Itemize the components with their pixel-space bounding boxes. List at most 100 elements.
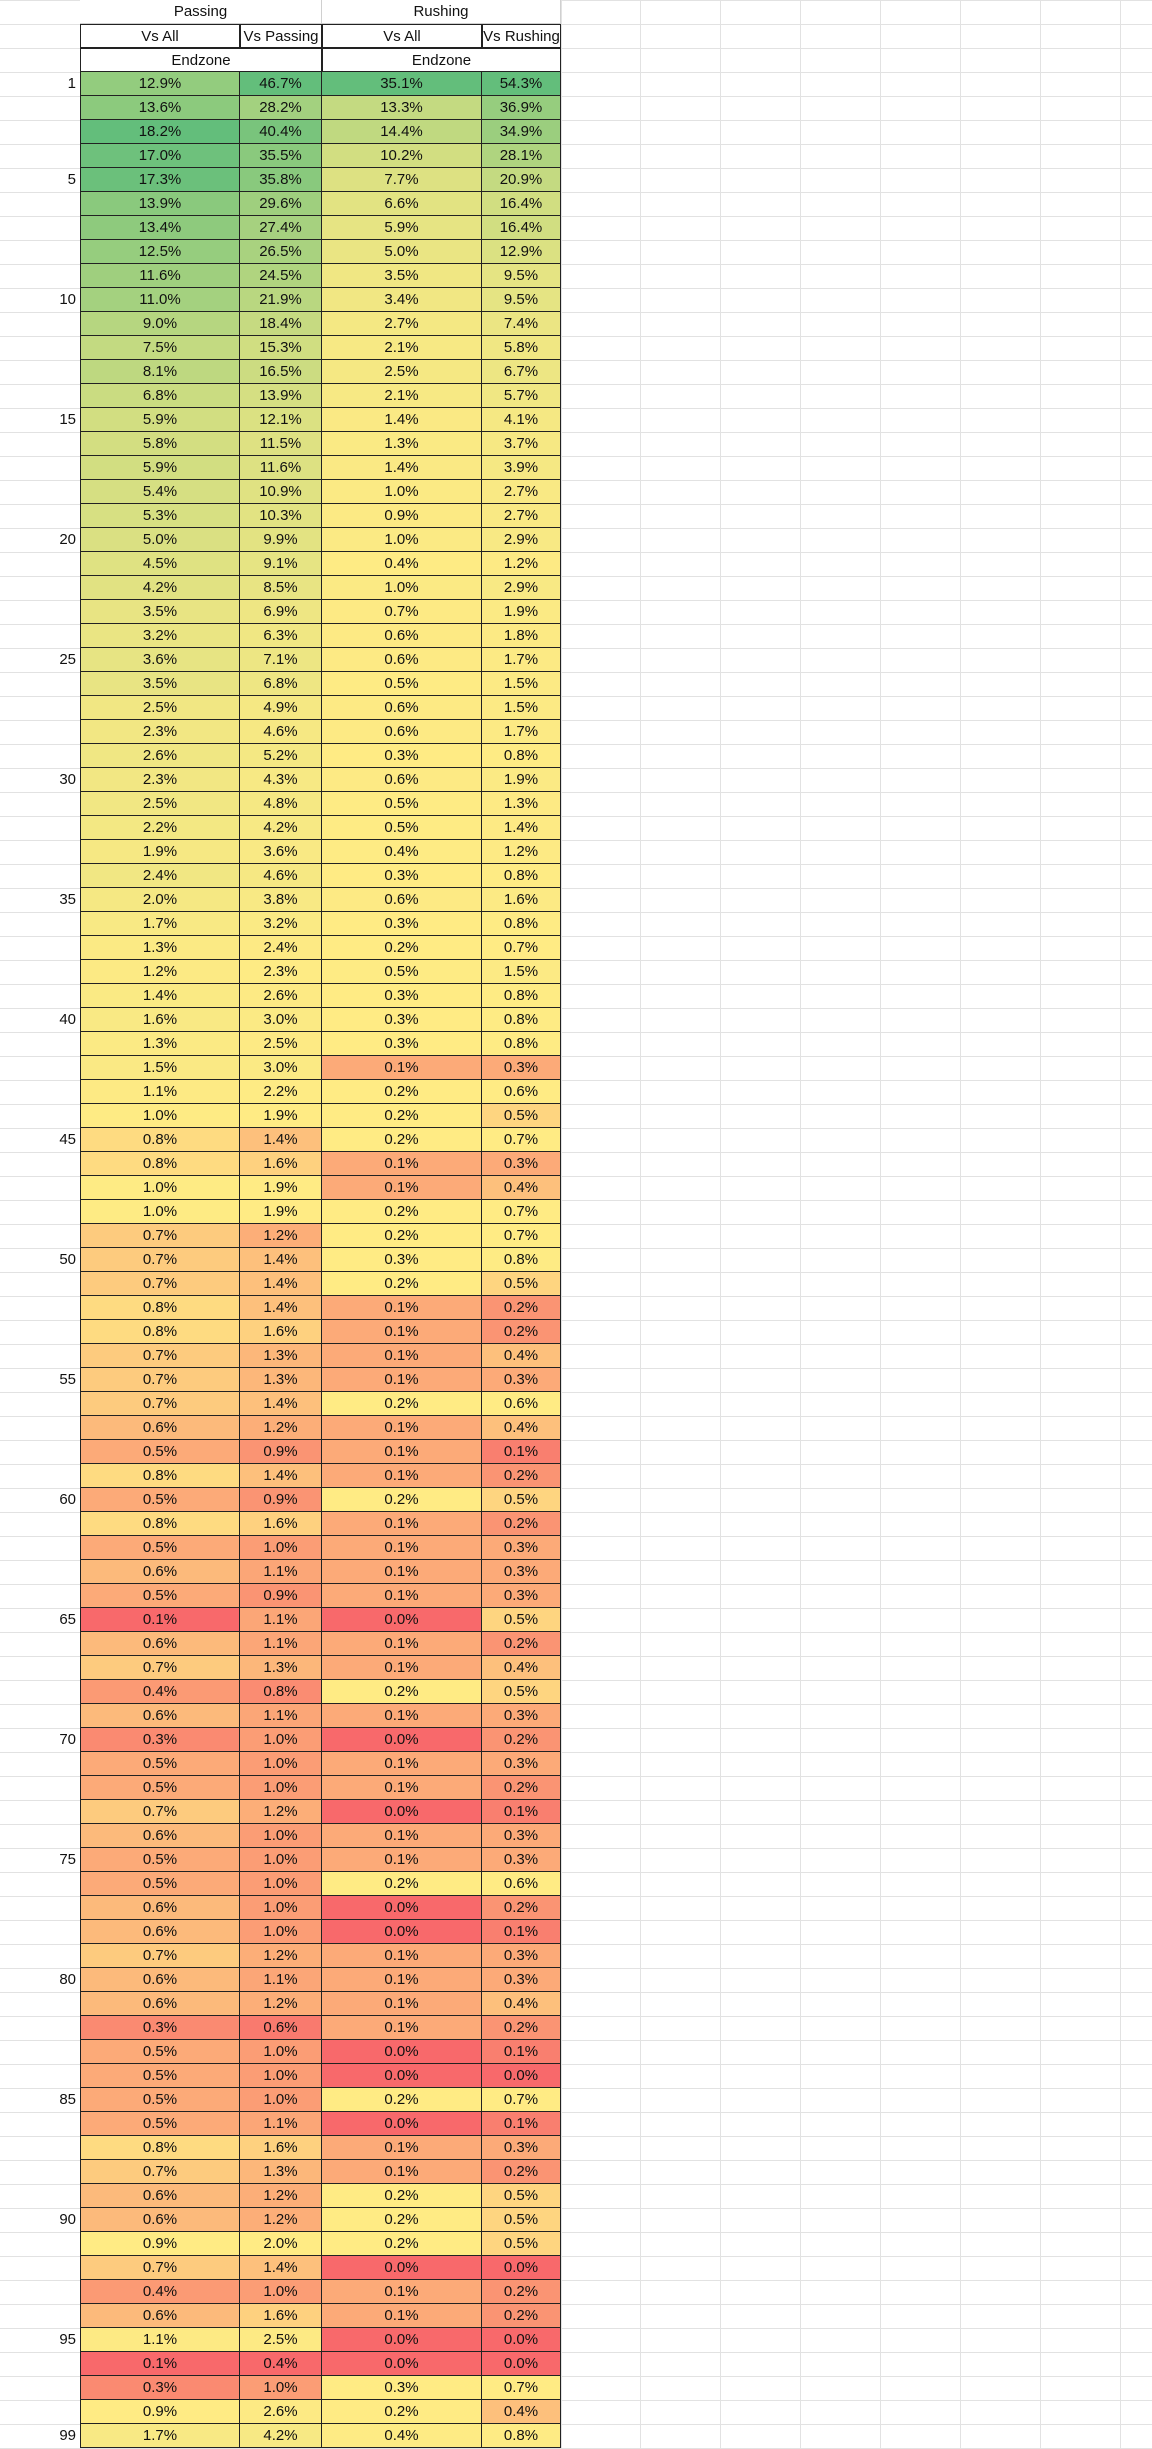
cell-passing-vs-all[interactable]: 0.5%	[80, 1848, 240, 1872]
cell-passing-vs-passing[interactable]: 1.0%	[240, 2280, 322, 2304]
cell-rushing-vs-all[interactable]: 0.2%	[322, 2088, 482, 2112]
cell-rushing-vs-rushing[interactable]: 0.2%	[482, 1632, 561, 1656]
cell-rushing-vs-rushing[interactable]: 0.3%	[482, 1368, 561, 1392]
cell-passing-vs-all[interactable]: 1.4%	[80, 984, 240, 1008]
cell-rushing-vs-all[interactable]: 0.6%	[322, 720, 482, 744]
cell-passing-vs-all[interactable]: 0.5%	[80, 1440, 240, 1464]
cell-rushing-vs-all[interactable]: 0.0%	[322, 1728, 482, 1752]
cell-rushing-vs-all[interactable]: 0.0%	[322, 1608, 482, 1632]
cell-rushing-vs-all[interactable]: 3.4%	[322, 288, 482, 312]
cell-rushing-vs-rushing[interactable]: 54.3%	[482, 72, 561, 96]
cell-rushing-vs-all[interactable]: 0.6%	[322, 648, 482, 672]
cell-passing-vs-passing[interactable]: 1.1%	[240, 2112, 322, 2136]
cell-rushing-vs-rushing[interactable]: 16.4%	[482, 216, 561, 240]
cell-passing-vs-all[interactable]: 0.3%	[80, 2376, 240, 2400]
cell-rushing-vs-all[interactable]: 0.1%	[322, 1632, 482, 1656]
cell-rushing-vs-all[interactable]: 1.0%	[322, 528, 482, 552]
cell-rushing-vs-all[interactable]: 0.6%	[322, 624, 482, 648]
cell-passing-vs-all[interactable]: 0.7%	[80, 1800, 240, 1824]
cell-passing-vs-passing[interactable]: 1.1%	[240, 1608, 322, 1632]
cell-rushing-vs-all[interactable]: 0.0%	[322, 2256, 482, 2280]
cell-passing-vs-passing[interactable]: 0.9%	[240, 1440, 322, 1464]
cell-rushing-vs-rushing[interactable]: 0.3%	[482, 2136, 561, 2160]
cell-rushing-vs-rushing[interactable]: 0.3%	[482, 1560, 561, 1584]
cell-passing-vs-all[interactable]: 1.9%	[80, 840, 240, 864]
cell-rushing-vs-all[interactable]: 0.3%	[322, 1248, 482, 1272]
cell-rushing-vs-all[interactable]: 0.6%	[322, 768, 482, 792]
cell-passing-vs-all[interactable]: 0.1%	[80, 2352, 240, 2376]
cell-passing-vs-all[interactable]: 0.8%	[80, 2136, 240, 2160]
cell-rushing-vs-all[interactable]: 0.1%	[322, 1848, 482, 1872]
cell-rushing-vs-rushing[interactable]: 0.3%	[482, 1824, 561, 1848]
cell-rushing-vs-all[interactable]: 0.0%	[322, 1920, 482, 1944]
cell-passing-vs-passing[interactable]: 1.0%	[240, 2088, 322, 2112]
cell-rushing-vs-all[interactable]: 0.1%	[322, 1344, 482, 1368]
cell-passing-vs-passing[interactable]: 11.6%	[240, 456, 322, 480]
cell-rushing-vs-all[interactable]: 0.2%	[322, 2208, 482, 2232]
cell-passing-vs-all[interactable]: 0.9%	[80, 2232, 240, 2256]
cell-rushing-vs-rushing[interactable]: 0.3%	[482, 1584, 561, 1608]
cell-passing-vs-passing[interactable]: 1.6%	[240, 1152, 322, 1176]
cell-rushing-vs-all[interactable]: 0.3%	[322, 864, 482, 888]
cell-passing-vs-passing[interactable]: 1.2%	[240, 1800, 322, 1824]
cell-passing-vs-all[interactable]: 0.7%	[80, 1944, 240, 1968]
cell-rushing-vs-rushing[interactable]: 0.2%	[482, 1728, 561, 1752]
cell-passing-vs-all[interactable]: 0.6%	[80, 1632, 240, 1656]
cell-rushing-vs-all[interactable]: 0.0%	[322, 1896, 482, 1920]
cell-passing-vs-passing[interactable]: 1.0%	[240, 2064, 322, 2088]
cell-rushing-vs-all[interactable]: 1.4%	[322, 408, 482, 432]
cell-passing-vs-all[interactable]: 0.1%	[80, 1608, 240, 1632]
cell-rushing-vs-rushing[interactable]: 1.2%	[482, 552, 561, 576]
cell-rushing-vs-rushing[interactable]: 0.8%	[482, 1248, 561, 1272]
cell-rushing-vs-all[interactable]: 0.2%	[322, 1680, 482, 1704]
cell-rushing-vs-rushing[interactable]: 2.7%	[482, 504, 561, 528]
cell-passing-vs-all[interactable]: 0.9%	[80, 2400, 240, 2424]
cell-passing-vs-passing[interactable]: 4.6%	[240, 864, 322, 888]
cell-rushing-vs-all[interactable]: 5.9%	[322, 216, 482, 240]
cell-passing-vs-passing[interactable]: 2.0%	[240, 2232, 322, 2256]
cell-passing-vs-passing[interactable]: 3.0%	[240, 1008, 322, 1032]
cell-passing-vs-passing[interactable]: 35.8%	[240, 168, 322, 192]
cell-passing-vs-passing[interactable]: 46.7%	[240, 72, 322, 96]
cell-passing-vs-passing[interactable]: 1.0%	[240, 1872, 322, 1896]
cell-rushing-vs-rushing[interactable]: 0.3%	[482, 1704, 561, 1728]
cell-passing-vs-all[interactable]: 13.4%	[80, 216, 240, 240]
cell-passing-vs-all[interactable]: 1.6%	[80, 1008, 240, 1032]
cell-rushing-vs-all[interactable]: 0.2%	[322, 2400, 482, 2424]
cell-rushing-vs-rushing[interactable]: 0.6%	[482, 1872, 561, 1896]
cell-passing-vs-all[interactable]: 0.4%	[80, 2280, 240, 2304]
cell-rushing-vs-rushing[interactable]: 0.2%	[482, 2160, 561, 2184]
cell-passing-vs-passing[interactable]: 1.2%	[240, 1944, 322, 1968]
cell-rushing-vs-rushing[interactable]: 2.9%	[482, 576, 561, 600]
cell-rushing-vs-rushing[interactable]: 4.1%	[482, 408, 561, 432]
cell-rushing-vs-rushing[interactable]: 0.4%	[482, 1176, 561, 1200]
cell-passing-vs-passing[interactable]: 11.5%	[240, 432, 322, 456]
cell-rushing-vs-all[interactable]: 2.1%	[322, 384, 482, 408]
cell-rushing-vs-all[interactable]: 0.1%	[322, 1368, 482, 1392]
cell-rushing-vs-rushing[interactable]: 3.7%	[482, 432, 561, 456]
cell-passing-vs-passing[interactable]: 0.6%	[240, 2016, 322, 2040]
cell-passing-vs-passing[interactable]: 1.0%	[240, 2040, 322, 2064]
cell-passing-vs-all[interactable]: 1.1%	[80, 2328, 240, 2352]
cell-passing-vs-all[interactable]: 2.3%	[80, 768, 240, 792]
cell-passing-vs-passing[interactable]: 2.2%	[240, 1080, 322, 1104]
cell-rushing-vs-rushing[interactable]: 1.9%	[482, 600, 561, 624]
cell-rushing-vs-rushing[interactable]: 0.8%	[482, 864, 561, 888]
cell-passing-vs-all[interactable]: 1.3%	[80, 936, 240, 960]
cell-passing-vs-passing[interactable]: 1.4%	[240, 2256, 322, 2280]
cell-rushing-vs-rushing[interactable]: 9.5%	[482, 288, 561, 312]
cell-passing-vs-passing[interactable]: 24.5%	[240, 264, 322, 288]
cell-passing-vs-passing[interactable]: 12.1%	[240, 408, 322, 432]
cell-passing-vs-passing[interactable]: 28.2%	[240, 96, 322, 120]
cell-rushing-vs-rushing[interactable]: 0.1%	[482, 1920, 561, 1944]
cell-passing-vs-all[interactable]: 5.4%	[80, 480, 240, 504]
cell-rushing-vs-all[interactable]: 0.1%	[322, 1992, 482, 2016]
cell-passing-vs-passing[interactable]: 35.5%	[240, 144, 322, 168]
cell-passing-vs-all[interactable]: 13.6%	[80, 96, 240, 120]
cell-passing-vs-passing[interactable]: 1.3%	[240, 1344, 322, 1368]
cell-passing-vs-passing[interactable]: 3.6%	[240, 840, 322, 864]
cell-passing-vs-all[interactable]: 1.3%	[80, 1032, 240, 1056]
cell-passing-vs-all[interactable]: 12.9%	[80, 72, 240, 96]
cell-passing-vs-passing[interactable]: 1.0%	[240, 1728, 322, 1752]
cell-rushing-vs-all[interactable]: 0.2%	[322, 1272, 482, 1296]
